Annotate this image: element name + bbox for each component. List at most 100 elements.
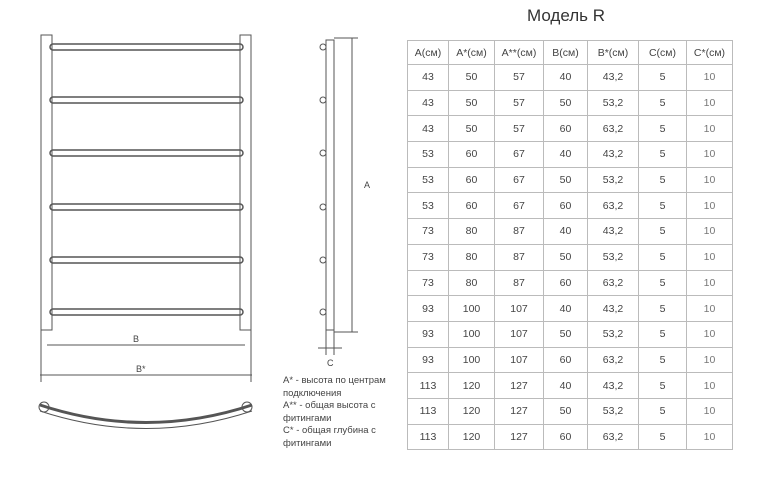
table-cell: 113 xyxy=(407,397,449,425)
side-view xyxy=(318,37,358,355)
table-row: 93 100 107 50 53,2 5 10 xyxy=(407,320,733,348)
table-cell: 5 xyxy=(638,192,687,220)
rung xyxy=(49,43,244,51)
table-cell: 5 xyxy=(638,166,687,194)
table-cell: 10 xyxy=(686,243,733,271)
table-cell: 43 xyxy=(407,64,449,91)
table-row: 53 60 67 40 43,2 5 10 xyxy=(407,141,733,168)
table-cell: 80 xyxy=(448,243,495,271)
table-cell: 87 xyxy=(494,218,544,245)
table-cell: 43,2 xyxy=(587,141,639,168)
column-header: B*(см) xyxy=(587,40,639,65)
table-cell: 10 xyxy=(686,192,733,220)
table-cell: 10 xyxy=(686,295,733,322)
table-cell: 113 xyxy=(407,372,449,399)
table-row: 43 50 57 50 53,2 5 10 xyxy=(407,89,733,117)
table-cell: 100 xyxy=(448,346,495,374)
table-cell: 53,2 xyxy=(587,243,639,271)
table-cell: 107 xyxy=(494,320,544,348)
table-cell: 93 xyxy=(407,295,449,322)
table-cell: 60 xyxy=(543,346,588,374)
table-cell: 57 xyxy=(494,89,544,117)
table-cell: 10 xyxy=(686,115,733,143)
table-cell: 60 xyxy=(543,115,588,143)
table-cell: 5 xyxy=(638,269,687,297)
table-cell: 50 xyxy=(448,89,495,117)
table-cell: 80 xyxy=(448,269,495,297)
table-cell: 60 xyxy=(543,192,588,220)
table-cell: 93 xyxy=(407,346,449,374)
table-cell: 50 xyxy=(543,397,588,425)
technical-drawing: B B* A C xyxy=(38,34,370,429)
table-cell: 73 xyxy=(407,218,449,245)
table-cell: 57 xyxy=(494,64,544,91)
table-cell: 73 xyxy=(407,269,449,297)
table-row: 93 100 107 60 63,2 5 10 xyxy=(407,346,733,374)
rung xyxy=(49,96,244,104)
dimensions-table: A(см) A*(см) A**(см) B(см) B*(см) C(см) C*(см)… xyxy=(407,40,733,451)
column-header: C*(см) xyxy=(686,40,733,65)
table-cell: 60 xyxy=(543,423,588,451)
table-cell: 50 xyxy=(543,320,588,348)
table-cell: 67 xyxy=(494,141,544,168)
table-cell: 63,2 xyxy=(587,269,639,297)
table-cell: 127 xyxy=(494,397,544,425)
table-row: 113 120 127 60 63,2 5 10 xyxy=(407,423,733,451)
table-cell: 100 xyxy=(448,295,495,322)
dimension-c-label: C xyxy=(327,358,334,368)
table-cell: 5 xyxy=(638,295,687,322)
table-cell: 5 xyxy=(638,64,687,91)
dimension-a-label: A xyxy=(364,180,370,190)
table-cell: 5 xyxy=(638,397,687,425)
rung xyxy=(49,203,244,211)
table-cell: 10 xyxy=(686,320,733,348)
column-header: A**(см) xyxy=(494,40,544,65)
note-a-star: A* - высота по центрам подключения xyxy=(283,375,386,399)
table-cell: 5 xyxy=(638,320,687,348)
table-cell: 10 xyxy=(686,218,733,245)
table-cell: 63,2 xyxy=(587,423,639,451)
table-cell: 93 xyxy=(407,320,449,348)
table-row: 73 80 87 40 43,2 5 10 xyxy=(407,218,733,245)
table-cell: 50 xyxy=(448,115,495,143)
table-cell: 10 xyxy=(686,269,733,297)
table-cell: 60 xyxy=(448,141,495,168)
table-cell: 60 xyxy=(448,166,495,194)
rung xyxy=(49,149,244,157)
table-cell: 120 xyxy=(448,423,495,451)
table-cell: 57 xyxy=(494,115,544,143)
column-header: A*(см) xyxy=(448,40,495,65)
table-cell: 127 xyxy=(494,372,544,399)
dimension-b-star-label: B* xyxy=(136,364,146,374)
page-title: Модель R xyxy=(526,6,606,25)
table-cell: 10 xyxy=(686,166,733,194)
table-cell: 63,2 xyxy=(587,115,639,143)
note-a-double-star: A** - общая высота с фитингами xyxy=(283,400,376,424)
table-cell: 87 xyxy=(494,243,544,271)
table-cell: 43,2 xyxy=(587,295,639,322)
table-cell: 43,2 xyxy=(587,372,639,399)
table-cell: 107 xyxy=(494,346,544,374)
table-cell: 87 xyxy=(494,269,544,297)
table-cell: 10 xyxy=(686,346,733,374)
table-cell: 10 xyxy=(686,423,733,451)
table-cell: 40 xyxy=(543,64,588,91)
table-row: 73 80 87 60 63,2 5 10 xyxy=(407,269,733,297)
table-cell: 53 xyxy=(407,166,449,194)
table-cell: 80 xyxy=(448,218,495,245)
table-cell: 40 xyxy=(543,295,588,322)
table-cell: 5 xyxy=(638,423,687,451)
table-cell: 73 xyxy=(407,243,449,271)
rung-end xyxy=(319,203,327,211)
column-header: A(см) xyxy=(407,40,449,65)
rung-end xyxy=(319,149,327,157)
table-cell: 113 xyxy=(407,423,449,451)
table-cell: 5 xyxy=(638,218,687,245)
table-cell: 53,2 xyxy=(587,320,639,348)
table-row: 93 100 107 40 43,2 5 10 xyxy=(407,295,733,322)
table-cell: 50 xyxy=(448,64,495,91)
rung-end xyxy=(319,308,327,316)
table-cell: 53,2 xyxy=(587,89,639,117)
table-row: 53 60 67 60 63,2 5 10 xyxy=(407,192,733,220)
rung xyxy=(49,256,244,264)
